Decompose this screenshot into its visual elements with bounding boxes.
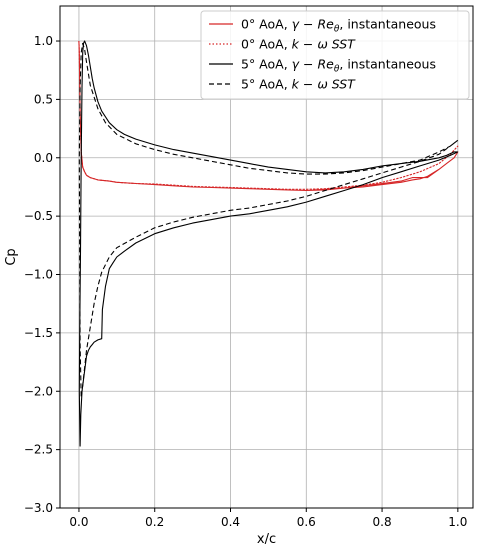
y-tick-label-7: −2.5 [24, 443, 53, 457]
legend: 0° AoA, γ − Reθ, instantaneous 0° AoA, k … [200, 10, 470, 100]
y-tick-label-2: 0.0 [34, 151, 53, 165]
y-tick-label-6: −2.0 [24, 384, 53, 398]
y-tick-label-4: −1.0 [24, 268, 53, 282]
legend-box [200, 10, 470, 100]
x-tick-label-3: 0.6 [297, 515, 316, 529]
axes-frame [59, 5, 474, 509]
axes: 0.0 0.2 0.4 0.6 0.8 1.0 1.0 0.5 0.0 −0.5 −1.0 −1.5 −… [4, 5, 474, 547]
y-tick-label-3: −0.5 [24, 209, 53, 223]
legend-label-3: 5° AoA, k − ω SST [241, 77, 356, 92]
series-line-1 [78, 40, 459, 190]
legend-label-0: 0° AoA, γ − Reθ, instantaneous [241, 17, 436, 35]
legend-label-2: 5° AoA, γ − Reθ, instantaneous [241, 57, 436, 75]
x-tick-label-1: 0.2 [145, 515, 164, 529]
x-tick-label-2: 0.4 [221, 515, 240, 529]
y-tick-label-0: 1.0 [34, 34, 53, 48]
y-tick-label-5: −1.5 [24, 326, 53, 340]
x-tick-label-5: 1.0 [448, 515, 467, 529]
series-line-2 [78, 40, 459, 447]
series-line-3 [78, 42, 459, 398]
y-tick-label-8: −3.0 [24, 501, 53, 515]
legend-label-1: 0° AoA, k − ω SST [241, 37, 356, 52]
x-tick-label-0: 0.0 [69, 515, 88, 529]
x-tick-label-4: 0.8 [373, 515, 392, 529]
x-axis-label: x/c [257, 532, 276, 547]
y-axis-label: Cp [4, 248, 19, 265]
plot-area [78, 40, 459, 447]
y-tick-label-1: 0.5 [34, 92, 53, 106]
